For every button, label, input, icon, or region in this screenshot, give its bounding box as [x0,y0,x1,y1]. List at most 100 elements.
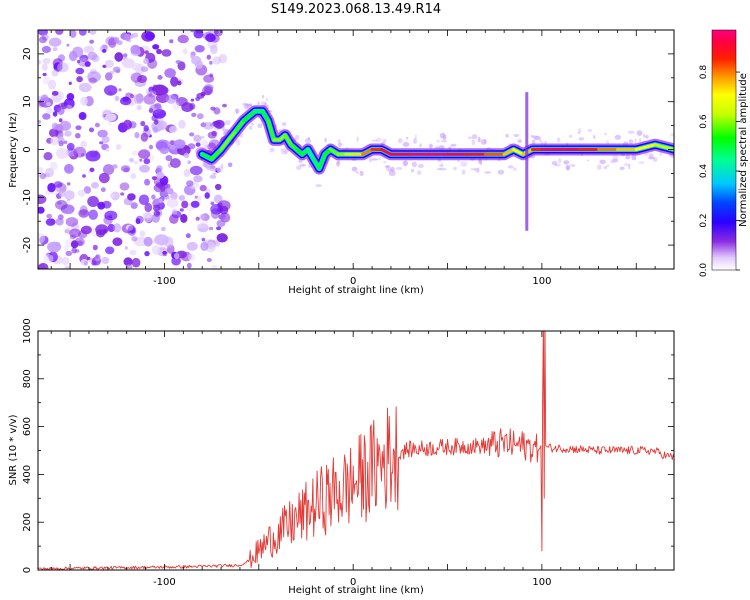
noise-speckle [115,144,122,150]
noise-speckle [143,94,156,105]
ridge-haze [645,135,649,139]
noise-speckle [119,182,130,191]
noise-speckle [182,48,188,55]
noise-speckle [149,92,153,96]
colorbar-tick-label: 0.4 [699,164,709,179]
noise-speckle [63,245,69,252]
noise-speckle [159,147,169,155]
noise-speckle [53,181,63,188]
noise-speckle [134,131,140,139]
noise-speckle [138,149,151,159]
noise-speckle [58,118,63,123]
noise-speckle [169,125,178,134]
noise-speckle [42,72,47,77]
noise-speckle [218,53,228,64]
noise-speckle [144,251,150,257]
ridge-haze [437,168,442,171]
ridge-haze [634,138,637,144]
noise-speckle [136,104,142,111]
noise-speckle [131,150,138,156]
noise-speckle [77,59,81,64]
ridge-haze [405,136,409,140]
noise-speckle [52,111,58,117]
noise-speckle [169,140,176,146]
noise-speckle [199,184,207,192]
noise-speckle [129,249,137,256]
noise-speckle [214,119,225,129]
noise-speckle [45,167,54,178]
ridge-haze [623,163,630,167]
noise-speckle [56,147,69,159]
noise-speckle [61,256,70,266]
ridge-haze [384,165,390,168]
ridge-segment [261,109,270,123]
noise-speckle [207,131,217,139]
ridge-haze [460,161,468,167]
noise-speckle [195,142,201,147]
ridge-haze [565,164,570,171]
ridge-haze [643,133,646,139]
x-tick-label: 0 [350,276,356,287]
ridge-haze [467,136,473,140]
ridge-haze [413,138,418,145]
ridge-segment [512,148,525,156]
noise-speckle [177,80,182,86]
noise-speckle [144,202,153,213]
noise-speckle [78,30,87,36]
ridge-haze [517,138,522,143]
snr-series [38,331,674,570]
noise-speckle [83,45,95,54]
noise-speckle [194,45,205,53]
noise-speckle [109,70,115,75]
noise-speckle [131,257,141,268]
ridge-haze [257,101,260,105]
noise-speckle [38,120,42,124]
noise-speckle [216,233,228,243]
noise-speckle [208,226,214,231]
noise-speckle [153,204,161,212]
ridge-haze [603,165,608,170]
ridge-haze [251,123,254,126]
noise-speckle [88,77,97,84]
ridge-haze [397,138,403,144]
noise-speckle [130,72,143,83]
ridge-haze [652,157,658,163]
ridge-haze [533,135,541,141]
noise-speckle [112,66,121,73]
x-tick-label: 100 [532,577,551,588]
noise-speckle [179,30,192,37]
noise-speckle [125,224,134,231]
y-tick-label: -10 [22,189,33,205]
ridge-haze [531,139,536,145]
noise-speckle [55,199,68,210]
ridge-segment [653,143,674,151]
noise-speckle [205,33,216,43]
noise-speckle [80,140,88,148]
ridge-haze [296,165,302,171]
ridge-haze [204,162,207,169]
ridge-haze [568,134,573,138]
ridge-haze [411,161,417,168]
noise-speckle [46,213,53,219]
noise-speckle [140,132,149,142]
noise-speckle [124,33,131,42]
ridge-haze [280,151,288,155]
chart-title: S149.2023.068.13.49.R14 [270,2,442,17]
noise-speckle [171,208,178,216]
ridge-haze [563,160,570,165]
ridge-haze [612,154,619,161]
ridge-haze [304,138,312,144]
noise-speckle [84,261,88,266]
noise-region [38,30,235,269]
ridge-haze [593,135,596,139]
ridge-haze [281,122,287,126]
noise-speckle [66,182,71,186]
noise-speckle [193,134,202,142]
noise-speckle [65,217,79,227]
noise-speckle [204,192,210,199]
ridge-haze [356,171,359,174]
ridge-segment [200,152,214,161]
noise-speckle [215,183,222,191]
noise-speckle [87,51,98,61]
